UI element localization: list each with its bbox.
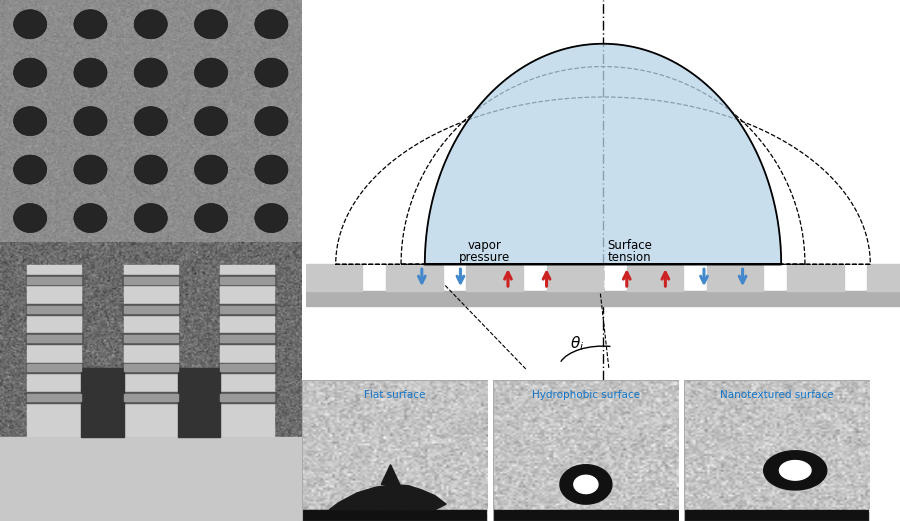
Bar (707, 264, 763, 291)
Bar (386, 264, 443, 291)
Bar (220, 394, 274, 401)
Bar (25, 275, 83, 286)
Bar (123, 277, 178, 283)
Ellipse shape (194, 10, 228, 39)
Bar (123, 335, 178, 342)
Ellipse shape (134, 58, 167, 87)
Bar (219, 363, 276, 373)
Bar (220, 277, 274, 283)
Bar (219, 333, 276, 344)
Bar (684, 510, 869, 521)
Ellipse shape (74, 155, 107, 184)
Text: Nanotextured surface: Nanotextured surface (720, 390, 833, 400)
Bar (220, 335, 274, 342)
Polygon shape (382, 465, 400, 485)
Bar (219, 304, 276, 315)
Bar (0, 438, 302, 521)
Ellipse shape (14, 10, 47, 39)
Ellipse shape (194, 107, 228, 135)
Ellipse shape (194, 204, 228, 232)
Bar (123, 394, 178, 401)
Ellipse shape (194, 58, 228, 87)
Bar (27, 265, 81, 438)
Bar (122, 363, 179, 373)
Ellipse shape (255, 155, 288, 184)
Bar (123, 364, 178, 371)
Polygon shape (329, 485, 446, 510)
Polygon shape (560, 465, 612, 504)
Bar (25, 304, 83, 315)
Bar (302, 510, 487, 521)
Ellipse shape (255, 204, 288, 232)
Text: tension: tension (608, 251, 652, 264)
Bar (220, 265, 274, 438)
Bar (27, 335, 81, 342)
Bar (27, 394, 81, 401)
Text: vapor: vapor (467, 239, 501, 252)
Bar (306, 291, 900, 306)
Ellipse shape (134, 204, 167, 232)
Ellipse shape (14, 204, 47, 232)
Bar (219, 275, 276, 286)
Text: Surface: Surface (608, 239, 652, 252)
Bar (626, 264, 683, 291)
Text: Hydrophobic surface: Hydrophobic surface (532, 390, 640, 400)
Ellipse shape (255, 10, 288, 39)
Bar (81, 368, 123, 438)
Ellipse shape (74, 107, 107, 135)
Bar (220, 306, 274, 313)
Bar (546, 264, 603, 291)
Ellipse shape (255, 58, 288, 87)
Bar (25, 333, 83, 344)
Bar (122, 304, 179, 315)
Text: Flat surface: Flat surface (364, 390, 425, 400)
Text: pressure: pressure (459, 251, 509, 264)
Bar (123, 306, 178, 313)
Ellipse shape (14, 107, 47, 135)
Ellipse shape (134, 107, 167, 135)
Bar (306, 264, 363, 291)
Bar (122, 333, 179, 344)
Bar (123, 265, 178, 438)
Bar (122, 392, 179, 403)
Bar (122, 275, 179, 286)
Bar (493, 510, 679, 521)
Bar (27, 306, 81, 313)
Bar (868, 264, 900, 291)
Ellipse shape (74, 58, 107, 87)
Polygon shape (764, 451, 827, 490)
Ellipse shape (134, 10, 167, 39)
Ellipse shape (255, 107, 288, 135)
Bar (27, 277, 81, 283)
Text: $\theta_i$: $\theta_i$ (571, 334, 585, 353)
Bar (178, 368, 220, 438)
Ellipse shape (14, 58, 47, 87)
Bar (27, 364, 81, 371)
Polygon shape (425, 44, 781, 264)
Bar (219, 392, 276, 403)
Ellipse shape (74, 204, 107, 232)
Bar (466, 264, 523, 291)
Bar (220, 364, 274, 371)
Polygon shape (779, 461, 811, 480)
Ellipse shape (134, 155, 167, 184)
Ellipse shape (14, 155, 47, 184)
Bar (788, 264, 843, 291)
Polygon shape (574, 475, 598, 493)
Ellipse shape (194, 155, 228, 184)
Ellipse shape (74, 10, 107, 39)
Bar (25, 392, 83, 403)
Bar (25, 363, 83, 373)
